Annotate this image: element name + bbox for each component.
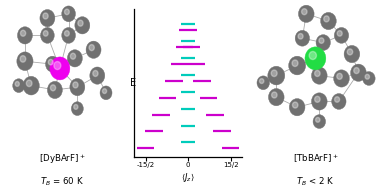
Circle shape <box>293 102 298 108</box>
Circle shape <box>23 76 39 95</box>
Circle shape <box>93 70 98 77</box>
Circle shape <box>47 81 62 99</box>
Circle shape <box>268 88 284 106</box>
Circle shape <box>311 67 327 84</box>
Circle shape <box>311 93 327 110</box>
Circle shape <box>20 30 26 36</box>
Circle shape <box>344 45 360 63</box>
Circle shape <box>295 30 310 46</box>
Circle shape <box>17 52 33 70</box>
Circle shape <box>292 60 298 67</box>
Circle shape <box>314 96 320 102</box>
Circle shape <box>40 27 54 43</box>
Circle shape <box>347 49 353 55</box>
Circle shape <box>78 20 83 26</box>
Circle shape <box>89 45 94 51</box>
Circle shape <box>100 86 112 100</box>
Circle shape <box>316 117 320 122</box>
Circle shape <box>271 70 277 77</box>
Circle shape <box>363 72 375 85</box>
Circle shape <box>298 33 303 39</box>
Circle shape <box>50 57 70 80</box>
Circle shape <box>268 66 285 85</box>
Text: $T_B$ < 2 K: $T_B$ < 2 K <box>296 176 335 188</box>
Circle shape <box>319 38 324 43</box>
Circle shape <box>73 82 78 88</box>
Circle shape <box>324 16 329 22</box>
Circle shape <box>48 59 53 65</box>
Circle shape <box>54 62 61 70</box>
Circle shape <box>43 31 48 36</box>
Circle shape <box>313 115 325 129</box>
Circle shape <box>354 67 359 74</box>
Circle shape <box>305 47 326 70</box>
Circle shape <box>86 41 101 58</box>
Circle shape <box>62 6 76 22</box>
Circle shape <box>337 73 342 79</box>
Circle shape <box>259 79 264 84</box>
Text: $T_B$ = 60 K: $T_B$ = 60 K <box>40 176 84 188</box>
X-axis label: $\langle J_z \rangle$: $\langle J_z \rangle$ <box>181 171 195 184</box>
Circle shape <box>40 9 55 27</box>
Text: [TbBArF]$^+$: [TbBArF]$^+$ <box>293 152 338 165</box>
Circle shape <box>337 31 342 36</box>
Circle shape <box>314 70 320 77</box>
Circle shape <box>13 79 25 93</box>
Text: [DyBArF]$^+$: [DyBArF]$^+$ <box>39 152 86 166</box>
Circle shape <box>257 76 270 90</box>
Circle shape <box>316 35 330 50</box>
Circle shape <box>302 9 307 15</box>
Circle shape <box>289 99 305 116</box>
Circle shape <box>271 92 277 98</box>
Circle shape <box>15 81 19 86</box>
Circle shape <box>70 78 85 96</box>
Circle shape <box>50 85 56 91</box>
Circle shape <box>43 13 48 19</box>
Circle shape <box>351 64 366 81</box>
Circle shape <box>321 12 336 30</box>
Circle shape <box>74 105 78 109</box>
Circle shape <box>75 17 90 34</box>
Circle shape <box>67 50 82 67</box>
Circle shape <box>45 56 59 72</box>
Circle shape <box>334 70 349 87</box>
Circle shape <box>20 56 26 62</box>
Circle shape <box>309 51 316 60</box>
Circle shape <box>102 89 107 94</box>
Y-axis label: E: E <box>130 78 136 88</box>
Circle shape <box>90 67 105 84</box>
Circle shape <box>26 80 32 87</box>
Circle shape <box>62 27 76 43</box>
Circle shape <box>365 74 370 79</box>
Circle shape <box>71 102 83 115</box>
Circle shape <box>17 27 33 44</box>
Circle shape <box>65 31 69 36</box>
Circle shape <box>334 27 349 43</box>
Circle shape <box>335 97 339 102</box>
Circle shape <box>289 56 306 75</box>
Circle shape <box>332 94 346 109</box>
Circle shape <box>70 53 76 59</box>
Circle shape <box>65 9 69 15</box>
Circle shape <box>299 5 314 22</box>
